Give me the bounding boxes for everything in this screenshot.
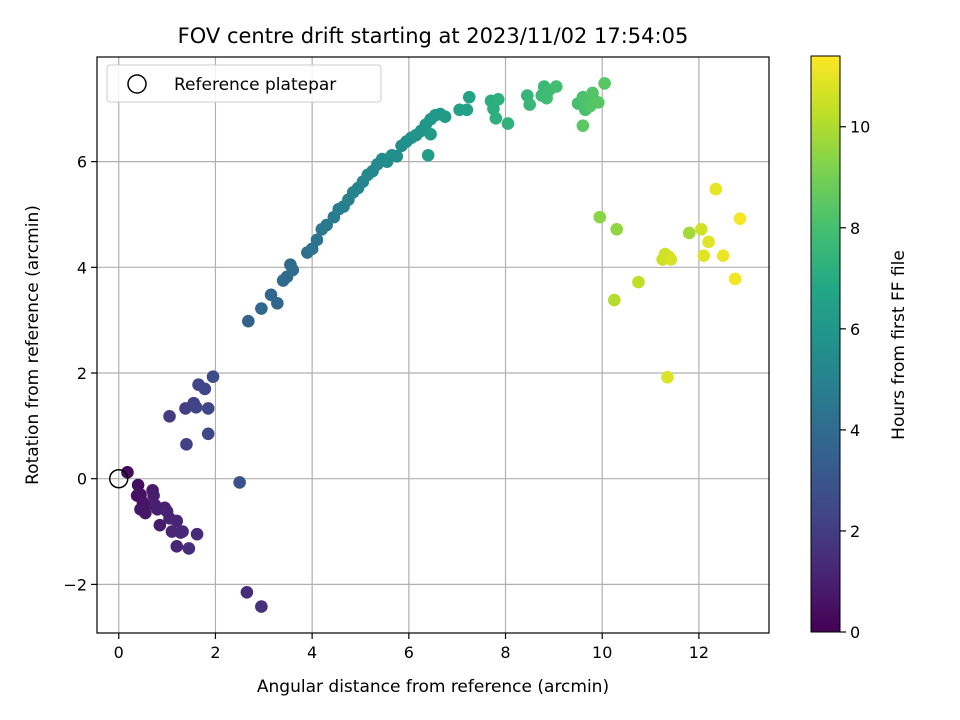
- data-point: [501, 117, 515, 130]
- x-tick-label: 4: [307, 643, 317, 662]
- colorbar-gradient: [810, 55, 841, 633]
- data-point: [632, 275, 645, 289]
- data-point: [189, 401, 203, 414]
- data-point: [728, 272, 742, 286]
- data-point: [153, 518, 167, 532]
- data-point: [549, 80, 563, 93]
- data-point: [438, 110, 452, 124]
- data-point: [610, 222, 624, 236]
- data-point: [255, 302, 268, 315]
- data-point: [180, 438, 193, 451]
- plot-background: [97, 57, 769, 633]
- data-point: [661, 370, 674, 384]
- data-point: [233, 476, 246, 489]
- y-tick-label: 6: [77, 153, 87, 172]
- data-point: [487, 102, 500, 116]
- colorbar-label: Hours from first FF file: [889, 250, 909, 440]
- colorbar-ticks: 0 2 4 6 8 10: [840, 118, 870, 642]
- x-tick-label: 8: [500, 643, 510, 662]
- data-point: [242, 314, 255, 328]
- y-axis-label: Rotation from reference (arcmin): [23, 205, 43, 485]
- legend: Reference platepar: [106, 64, 382, 103]
- x-tick-label: 10: [592, 643, 612, 662]
- data-point: [489, 111, 503, 125]
- x-tick-label: 6: [404, 643, 414, 662]
- data-point: [121, 466, 134, 479]
- data-point: [163, 410, 176, 423]
- data-point: [695, 222, 708, 236]
- data-point: [201, 402, 215, 415]
- grid-lines: [97, 57, 769, 633]
- chart-title: FOV centre drift starting at 2023/11/02 …: [178, 24, 689, 48]
- colorbar: 0 2 4 6 8 10 Hours from first FF file: [810, 55, 909, 642]
- data-point: [491, 92, 505, 106]
- data-point: [170, 514, 184, 528]
- data-point: [598, 77, 611, 90]
- colorbar-tick-label: 2: [850, 522, 860, 541]
- data-point: [176, 525, 189, 538]
- data-point: [286, 263, 300, 277]
- data-point: [190, 527, 204, 541]
- data-point: [201, 427, 215, 441]
- x-axis-label: Angular distance from reference (arcmin): [257, 677, 609, 697]
- data-point: [170, 540, 184, 553]
- data-point: [709, 182, 723, 196]
- y-tick-label: 0: [77, 470, 87, 489]
- reference-platepar-marker: [109, 468, 129, 489]
- data-point: [198, 382, 212, 396]
- colorbar-tick-label: 10: [850, 118, 870, 137]
- plot-frame: [96, 56, 770, 634]
- data-point: [139, 506, 152, 520]
- data-point: [592, 96, 605, 109]
- y-tick-label: 4: [77, 258, 87, 277]
- data-point: [607, 293, 621, 307]
- data-point: [310, 233, 324, 247]
- data-point: [240, 586, 254, 599]
- x-tick-label: 12: [689, 643, 709, 662]
- legend-box: [106, 64, 382, 103]
- data-point: [255, 600, 268, 613]
- data-point: [182, 542, 196, 555]
- data-point: [733, 212, 747, 226]
- y-tick-label: −2: [63, 575, 87, 594]
- colorbar-tick-label: 4: [850, 421, 860, 440]
- data-points: [121, 77, 747, 613]
- data-point: [147, 489, 160, 502]
- data-point: [462, 90, 476, 104]
- data-point: [523, 98, 536, 111]
- x-tick-label: 2: [210, 643, 220, 662]
- data-point: [682, 226, 696, 240]
- data-point: [576, 119, 590, 132]
- data-point: [702, 235, 715, 249]
- data-point: [206, 370, 220, 384]
- legend-label: Reference platepar: [174, 75, 336, 95]
- data-point: [424, 127, 437, 141]
- data-point: [697, 249, 711, 262]
- data-point: [131, 478, 145, 492]
- data-point: [593, 210, 607, 224]
- y-tick-label: 2: [77, 364, 87, 383]
- x-tick-label: 0: [114, 643, 124, 662]
- x-axis-ticks: 0 2 4 6 8 10 12: [114, 633, 709, 662]
- data-point: [716, 249, 730, 262]
- data-point: [390, 150, 404, 163]
- colorbar-tick-label: 0: [850, 623, 860, 642]
- colorbar-tick-label: 6: [850, 320, 860, 339]
- colorbar-tick-label: 8: [850, 219, 860, 238]
- data-point: [421, 148, 435, 162]
- data-point: [271, 296, 284, 310]
- data-point: [460, 103, 474, 117]
- data-point: [664, 253, 678, 266]
- legend-marker: [127, 74, 147, 94]
- y-axis-ticks: −2 0 2 4 6: [63, 153, 97, 594]
